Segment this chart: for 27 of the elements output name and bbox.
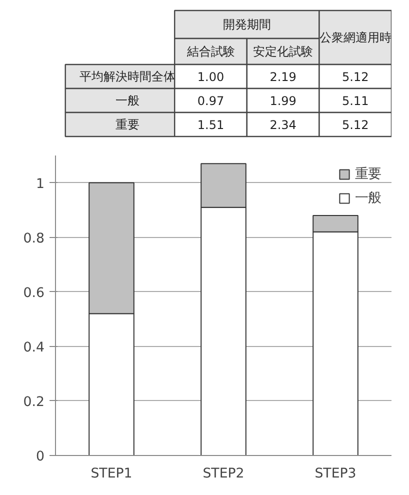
y-tick-label: 平均解決時間全体 [79,70,176,84]
data-label: 1.00 [197,70,224,84]
legend-label: 一般 [355,190,381,207]
data-label: 0.97 [197,94,224,108]
y-tick-label: 1 [36,176,45,192]
x-tick-label: 結合試験 [186,44,235,58]
y-tick-label: 0 [36,450,45,464]
x-tick-label: STEP1 [90,466,132,482]
data-label: 2.34 [270,118,296,132]
y-tick-label: 0.8 [23,231,45,246]
data-label: 2.19 [270,70,296,84]
legend-label: 重要 [355,166,381,183]
y-tick-label: 0.6 [23,286,45,301]
y-tick-label: 一般 [115,94,140,108]
data-label: 5.12 [342,70,369,84]
x-tick-label: 安定化試験 [253,44,314,58]
data-label: 1.99 [270,94,296,108]
x-tick-label: STEP2 [202,466,244,482]
data-label: 5.11 [342,94,369,108]
y-tick-label: 0.2 [23,394,45,410]
x-tick-label: STEP3 [314,466,356,482]
text: 開発期間 [222,18,271,32]
y-tick-label: 0.4 [23,340,45,356]
x-tick-label: 公衆網適用時 [319,30,392,44]
data-label: 5.12 [342,118,369,132]
data-label: 1.51 [197,118,224,132]
y-tick-label: 重要 [115,118,140,132]
